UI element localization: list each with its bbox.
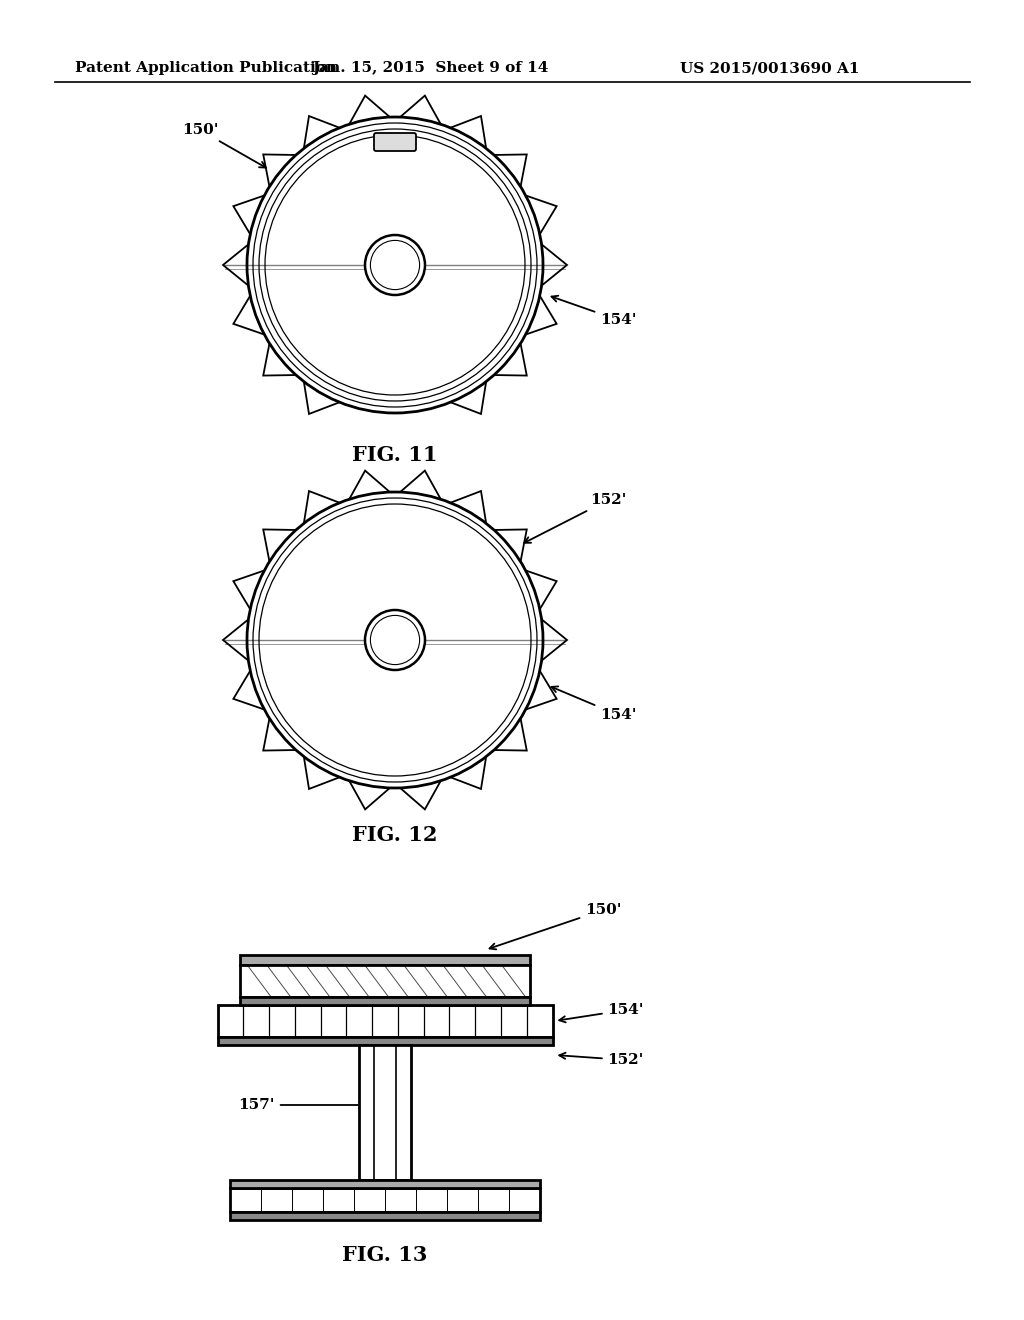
Polygon shape — [451, 756, 486, 789]
FancyBboxPatch shape — [374, 133, 416, 150]
Polygon shape — [494, 529, 526, 561]
Ellipse shape — [247, 492, 543, 788]
Text: FIG. 13: FIG. 13 — [342, 1245, 428, 1265]
Bar — [217, 1038, 553, 1045]
Polygon shape — [263, 529, 296, 561]
Polygon shape — [263, 154, 296, 186]
Bar — [240, 965, 530, 997]
Polygon shape — [525, 671, 557, 710]
Polygon shape — [400, 471, 440, 499]
Polygon shape — [349, 95, 390, 124]
Text: US 2015/0013690 A1: US 2015/0013690 A1 — [680, 61, 859, 75]
Text: 152': 152' — [559, 1053, 644, 1067]
Polygon shape — [233, 570, 264, 610]
Polygon shape — [494, 718, 526, 751]
Text: Patent Application Publication: Patent Application Publication — [75, 61, 337, 75]
Polygon shape — [263, 718, 296, 751]
Bar — [359, 1045, 411, 1180]
Ellipse shape — [365, 610, 425, 671]
Polygon shape — [304, 116, 340, 148]
Polygon shape — [223, 244, 249, 285]
Text: 154': 154' — [551, 686, 637, 722]
Polygon shape — [233, 195, 264, 234]
Text: 157': 157' — [239, 1098, 366, 1111]
Polygon shape — [223, 619, 249, 660]
Ellipse shape — [247, 117, 543, 413]
Polygon shape — [304, 491, 340, 524]
Bar — [240, 954, 530, 965]
Polygon shape — [233, 671, 264, 710]
Polygon shape — [304, 381, 340, 414]
Text: 152': 152' — [524, 492, 627, 543]
Bar — [217, 1005, 553, 1038]
Bar — [240, 997, 530, 1005]
Bar — [230, 1180, 540, 1188]
Bar — [230, 1212, 540, 1220]
Polygon shape — [542, 619, 567, 660]
Ellipse shape — [365, 235, 425, 294]
Polygon shape — [494, 154, 526, 186]
Text: 150': 150' — [181, 123, 266, 168]
Text: FIG. 12: FIG. 12 — [352, 825, 437, 845]
Bar — [230, 1188, 540, 1212]
Polygon shape — [542, 244, 567, 285]
Polygon shape — [451, 491, 486, 524]
Polygon shape — [349, 780, 390, 809]
Polygon shape — [400, 780, 440, 809]
Text: 154': 154' — [559, 1003, 644, 1023]
Polygon shape — [263, 343, 296, 376]
Text: 154': 154' — [552, 296, 637, 327]
Text: FIG. 11: FIG. 11 — [352, 445, 437, 465]
Polygon shape — [349, 471, 390, 499]
Polygon shape — [400, 95, 440, 124]
Text: Jan. 15, 2015  Sheet 9 of 14: Jan. 15, 2015 Sheet 9 of 14 — [312, 61, 548, 75]
Text: 150': 150' — [489, 903, 622, 949]
Polygon shape — [494, 343, 526, 376]
Polygon shape — [451, 116, 486, 148]
Polygon shape — [451, 381, 486, 414]
Polygon shape — [525, 195, 557, 234]
Polygon shape — [525, 570, 557, 610]
Polygon shape — [304, 756, 340, 789]
Polygon shape — [525, 296, 557, 334]
Polygon shape — [233, 296, 264, 334]
